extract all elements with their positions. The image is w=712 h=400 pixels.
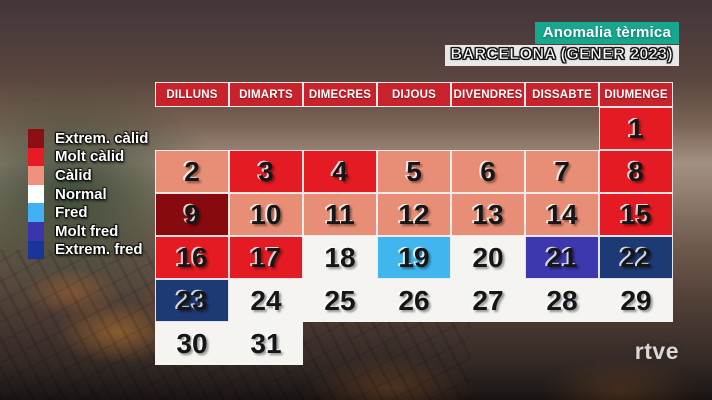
calendar-day-6: 6 [451,150,525,193]
calendar-day-10: 10 [229,193,303,236]
weekday-header: DIMECRES [303,82,377,107]
legend-swatch-extrem_calid [28,129,44,148]
weekday-header: DIJOUS [377,82,451,107]
calendar-empty-cell [525,322,599,365]
weekday-header: DIVENDRES [451,82,525,107]
calendar-day-29: 29 [599,279,673,322]
legend-item-calid: Càlid [28,166,148,185]
legend: Extrem. càlid Molt càlid Càlid Normal Fred Mo… [28,129,148,260]
calendar-day-20: 20 [451,236,525,279]
calendar-day-27: 27 [451,279,525,322]
calendar-empty-cell [451,107,525,150]
calendar-empty-cell [525,107,599,150]
category-badge: Anomalia tèrmica [534,22,679,44]
calendar-day-16: 16 [155,236,229,279]
calendar-day-31: 31 [229,322,303,365]
calendar-day-19: 19 [377,236,451,279]
legend-label: Fred [55,204,88,222]
calendar-empty-cell [377,322,451,365]
calendar-day-22: 22 [599,236,673,279]
legend-label: Molt fred [55,222,119,240]
weekday-header: DILLUNS [155,82,229,107]
legend-swatch-molt_fred [28,221,44,241]
legend-swatch-fred [28,203,44,222]
legend-label: Molt càlid [55,148,125,166]
calendar-day-14: 14 [525,193,599,236]
calendar-day-7: 7 [525,150,599,193]
calendar-day-1: 1 [599,107,673,150]
calendar-grid: 1 2 3 4 5 6 7 8 9 10 11 12 13 14 15 16 17 18 19 20 21 22 23 24 2… [155,107,673,365]
anomaly-calendar: DILLUNS DIMARTS DIMECRES DIJOUS DIVENDRES DIS… [155,82,673,365]
calendar-day-13: 13 [451,193,525,236]
calendar-day-15: 15 [599,193,673,236]
calendar-day-25: 25 [303,279,377,322]
title-badges: Anomalia tèrmica BARCELONA (GENER 2023) [444,22,679,66]
calendar-day-21: 21 [525,236,599,279]
legend-item-extrem_calid: Extrem. càlid [28,129,148,148]
calendar-day-11: 11 [303,193,377,236]
calendar-day-28: 28 [525,279,599,322]
legend-label: Càlid [55,166,92,184]
calendar-empty-cell [303,107,377,150]
legend-label: Normal [55,185,107,203]
legend-swatch-molt_calid [28,147,44,167]
legend-item-extrem_fred: Extrem. fred [28,240,148,260]
rtve-logo: rtve [634,338,679,364]
legend-item-normal: Normal [28,184,148,204]
calendar-day-5: 5 [377,150,451,193]
calendar-empty-cell [229,107,303,150]
calendar-day-8: 8 [599,150,673,193]
calendar-empty-cell [377,107,451,150]
legend-item-fred: Fred [28,203,148,222]
calendar-empty-cell [451,322,525,365]
calendar-day-26: 26 [377,279,451,322]
weekday-header: DISSABTE [525,82,599,107]
weekday-header: DIMARTS [229,82,303,107]
legend-item-molt_fred: Molt fred [28,221,148,241]
calendar-header-row: DILLUNS DIMARTS DIMECRES DIJOUS DIVENDRES DIS… [155,82,673,107]
calendar-day-4: 4 [303,150,377,193]
legend-swatch-calid [28,166,44,185]
legend-label: Extrem. càlid [55,129,149,147]
calendar-empty-cell [155,107,229,150]
calendar-day-2: 2 [155,150,229,193]
calendar-day-18: 18 [303,236,377,279]
location-badge: BARCELONA (GENER 2023) [444,45,679,66]
calendar-day-17: 17 [229,236,303,279]
calendar-day-30: 30 [155,322,229,365]
weekday-header: DIUMENGE [599,82,673,107]
calendar-day-23: 23 [155,279,229,322]
legend-item-molt_calid: Molt càlid [28,147,148,167]
legend-swatch-extrem_fred [28,240,44,260]
calendar-empty-cell [303,322,377,365]
calendar-day-3: 3 [229,150,303,193]
calendar-day-24: 24 [229,279,303,322]
legend-swatch-normal [28,184,44,204]
calendar-day-9: 9 [155,193,229,236]
calendar-day-12: 12 [377,193,451,236]
legend-label: Extrem. fred [55,241,143,259]
